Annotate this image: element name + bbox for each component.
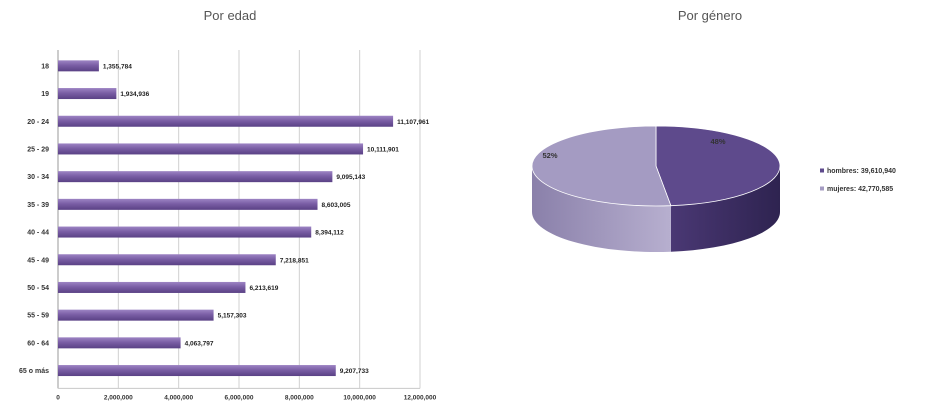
x-tick-label: 12,000,000 — [404, 394, 437, 401]
category-label: 30 - 34 — [27, 174, 49, 181]
x-tick-label: 0 — [56, 394, 60, 401]
bar-value-label: 9,207,733 — [340, 368, 369, 375]
bar-value-label: 6,213,619 — [249, 285, 278, 292]
bar-value-label: 10,111,901 — [367, 146, 399, 153]
category-label: 60 - 64 — [27, 340, 49, 347]
gender-chart-title: Por género — [677, 8, 743, 23]
bar-value-label: 1,355,784 — [103, 63, 132, 70]
category-label: 50 - 54 — [27, 285, 49, 292]
bar — [58, 115, 394, 127]
x-tick-label: 2,000,000 — [104, 394, 133, 401]
bar-value-label: 4,063,797 — [185, 340, 214, 347]
bar-value-label: 1,934,936 — [120, 91, 149, 98]
pie-slice-side-mujeres — [532, 166, 671, 253]
bar-value-label: 7,218,851 — [280, 257, 309, 264]
x-tick-label: 8,000,000 — [285, 394, 314, 401]
legend-entry: hombres: 39,610,940 — [827, 168, 896, 175]
pie-percent-label: 52% — [542, 151, 557, 160]
bar — [58, 198, 318, 210]
category-label: 19 — [41, 91, 49, 98]
category-label: 18 — [41, 63, 49, 70]
bar — [58, 281, 246, 293]
legend-swatch — [820, 168, 824, 173]
bar — [58, 88, 117, 100]
legend-swatch — [820, 186, 824, 191]
bar-value-label: 5,157,303 — [218, 313, 247, 320]
category-label: 45 - 49 — [27, 257, 49, 264]
age-bar-chart: 0 2,000,000 4,000,000 6,000,000 8,000,000 10,… — [19, 50, 437, 401]
category-label: 35 - 39 — [27, 202, 49, 209]
bar — [58, 143, 364, 155]
x-tick-label: 6,000,000 — [225, 394, 254, 401]
bar-value-label: 8,603,005 — [322, 202, 351, 209]
category-label: 25 - 29 — [27, 146, 49, 153]
category-label: 55 - 59 — [27, 313, 49, 320]
bar — [58, 254, 276, 266]
gender-pie-chart: 48% 52% hombres: 39,610,940 mujeres: 42,770… — [531, 125, 896, 253]
category-label: 40 - 44 — [27, 230, 49, 237]
bar-value-label: 11,107,961 — [397, 119, 430, 126]
pie-percent-label: 48% — [710, 137, 725, 146]
x-tick-label: 4,000,000 — [164, 394, 193, 401]
bar — [58, 226, 312, 238]
age-chart-title: Por edad — [203, 8, 257, 23]
pie-slice-mujeres — [531, 125, 672, 207]
bar — [58, 309, 214, 321]
category-label: 20 - 24 — [27, 119, 49, 126]
pie-slice-side-hombres — [670, 166, 780, 252]
category-label: 65 o más — [19, 368, 49, 375]
bar-value-label: 8,394,112 — [315, 230, 344, 237]
bar-value-label: 9,095,143 — [336, 174, 365, 181]
legend-entry: mujeres: 42,770,585 — [827, 186, 893, 193]
bar — [58, 337, 181, 349]
pie-slice-hombres — [655, 125, 781, 207]
bar — [58, 60, 99, 72]
bar — [58, 365, 336, 377]
x-tick-label: 10,000,000 — [343, 394, 376, 401]
bar — [58, 171, 333, 183]
